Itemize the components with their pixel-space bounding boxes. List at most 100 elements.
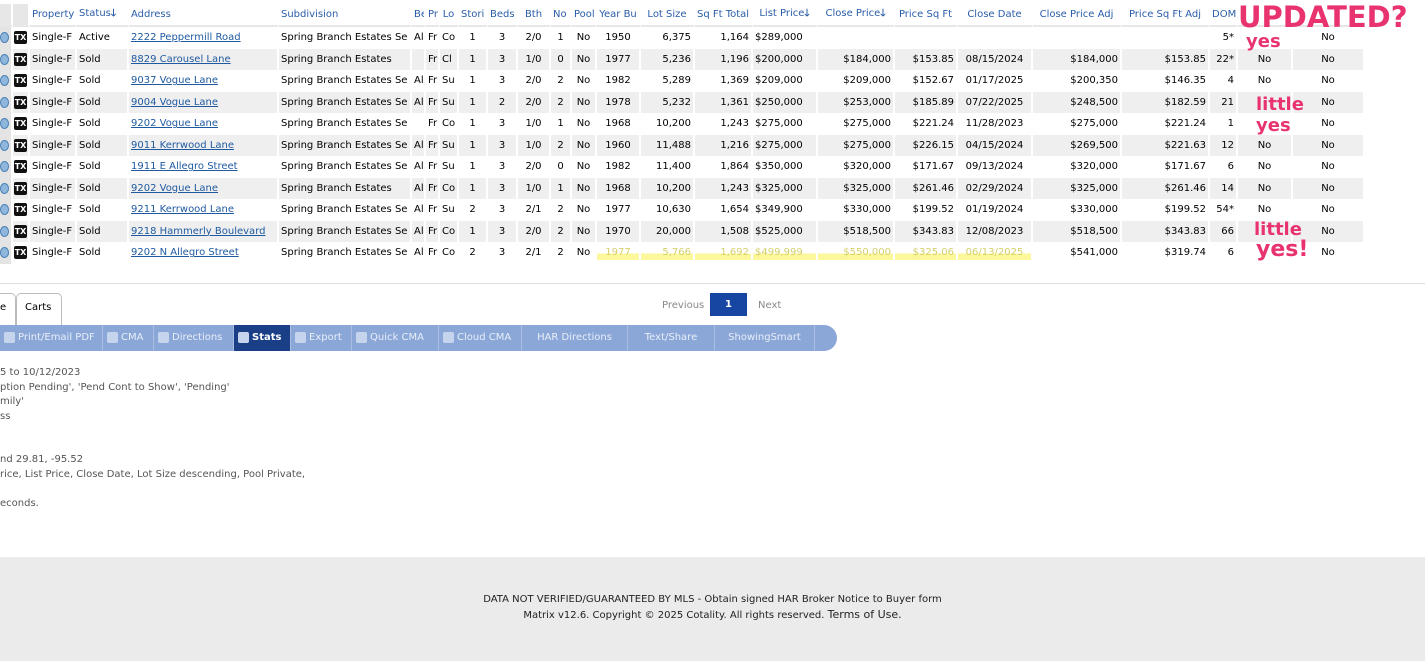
column-header[interactable]: Price Sq Ft Adj — [1122, 4, 1210, 27]
column-header[interactable]: Address — [129, 4, 279, 27]
column-header[interactable]: Price Sq Ft — [895, 4, 958, 27]
address-link[interactable]: 9218 Hammerly Boulevard — [131, 225, 266, 237]
row-select-cell[interactable] — [0, 91, 13, 113]
table-row[interactable]: TX Single-F Sold 9037 Vogue Lane Spring Bran… — [0, 70, 1365, 92]
row-select-cell[interactable] — [0, 48, 13, 70]
row-select-cell[interactable] — [0, 27, 13, 49]
cell-address[interactable]: 9004 Vogue Lane — [129, 91, 279, 113]
row-select-cell[interactable] — [0, 113, 13, 135]
listing-detail-icon[interactable] — [0, 96, 9, 108]
cell-address[interactable]: 9202 N Allegro Street — [129, 242, 279, 264]
toolbar-button[interactable]: CMA — [103, 325, 154, 351]
toolbar-button[interactable]: Export — [291, 325, 352, 351]
toolbar-button[interactable]: Stats — [234, 325, 291, 351]
address-link[interactable]: 9011 Kerrwood Lane — [131, 139, 235, 151]
next-page-link[interactable]: Next — [758, 300, 782, 311]
terms-of-use-link[interactable]: Terms of Use. — [827, 608, 902, 621]
cell-address[interactable]: 9037 Vogue Lane — [129, 70, 279, 92]
column-header[interactable]: Pr — [426, 4, 440, 27]
listing-detail-icon[interactable] — [0, 53, 9, 65]
address-link[interactable]: 9202 N Allegro Street — [131, 247, 239, 259]
column-header[interactable]: Sq Ft Total — [695, 4, 753, 27]
listing-detail-icon[interactable] — [0, 225, 9, 237]
table-row[interactable]: TX Single-F Sold 9004 Vogue Lane Spring Bran… — [0, 91, 1365, 113]
address-link[interactable]: 9004 Vogue Lane — [131, 96, 219, 108]
column-header[interactable] — [0, 4, 13, 27]
column-header[interactable]: Lo — [440, 4, 459, 27]
address-link[interactable]: 9211 Kerrwood Lane — [131, 204, 235, 216]
current-page[interactable]: 1 — [710, 293, 747, 316]
toolbar-button[interactable]: Print/Email PDF — [0, 325, 103, 351]
column-header[interactable]: Close Date — [958, 4, 1033, 27]
table-row[interactable]: TX Single-F Sold 1911 E Allegro Street Sprin… — [0, 156, 1365, 178]
listing-detail-icon[interactable] — [0, 182, 9, 194]
toolbar-button[interactable]: Directions — [154, 325, 234, 351]
address-link[interactable]: 2222 Peppermill Road — [131, 32, 241, 44]
sort-arrow-icon[interactable]: 🡓 — [110, 8, 117, 19]
cell-address[interactable]: 8829 Carousel Lane — [129, 48, 279, 70]
address-link[interactable]: 9202 Vogue Lane — [131, 118, 219, 130]
listing-detail-icon[interactable] — [0, 139, 9, 151]
tab-partial[interactable]: e — [0, 293, 16, 325]
tab-carts[interactable]: Carts — [16, 293, 62, 325]
listing-detail-icon[interactable] — [0, 204, 9, 215]
row-select-cell[interactable] — [0, 220, 13, 242]
column-header[interactable]: Lot Size — [641, 4, 695, 27]
row-select-cell[interactable] — [0, 70, 13, 92]
cell-address[interactable]: 9211 Kerrwood Lane — [129, 199, 279, 221]
table-row[interactable]: TX Single-F Sold 9202 Vogue Lane Spring Bran… — [0, 113, 1365, 135]
sort-arrow-icon[interactable]: 🡓 — [804, 8, 810, 19]
listing-detail-icon[interactable] — [0, 118, 9, 129]
toolbar-button[interactable]: ShowingSmart — [715, 325, 815, 351]
column-header[interactable]: Year Bu — [597, 4, 641, 27]
cell-address[interactable]: 9218 Hammerly Boulevard — [129, 220, 279, 242]
cell-address[interactable]: 9202 Vogue Lane — [129, 177, 279, 199]
table-row[interactable]: TX Single-F Sold 9202 N Allegro Street Sprin… — [0, 242, 1365, 264]
column-header[interactable]: Bth — [518, 4, 551, 27]
column-header[interactable]: List Price🡓 — [753, 4, 818, 27]
address-link[interactable]: 8829 Carousel Lane — [131, 53, 231, 65]
column-header[interactable]: Stori — [459, 4, 488, 27]
table-row[interactable]: TX Single-F Sold 9202 Vogue Lane Spring Bran… — [0, 177, 1365, 199]
table-row[interactable]: TX Single-F Sold 8829 Carousel Lane Spring B… — [0, 48, 1365, 70]
toolbar-button[interactable]: Quick CMA — [352, 325, 439, 351]
column-header[interactable]: Status🡓 — [77, 4, 129, 27]
table-row[interactable]: TX Single-F Sold 9011 Kerrwood Lane Spring B… — [0, 134, 1365, 156]
cell-address[interactable]: 2222 Peppermill Road — [129, 27, 279, 49]
listing-detail-icon[interactable] — [0, 161, 9, 172]
toolbar-button[interactable]: Text/Share — [628, 325, 715, 351]
table-row[interactable]: TX Single-F Active 2222 Peppermill Road Spri… — [0, 27, 1365, 49]
column-header[interactable]: No ( — [551, 4, 572, 27]
column-header[interactable] — [1238, 4, 1293, 27]
row-select-cell[interactable] — [0, 134, 13, 156]
previous-page-link[interactable]: Previous — [662, 300, 705, 311]
toolbar-button[interactable]: HAR Directions — [522, 325, 628, 351]
column-header[interactable] — [13, 4, 30, 27]
listing-detail-icon[interactable] — [0, 32, 9, 43]
cell-address[interactable]: 9202 Vogue Lane — [129, 113, 279, 135]
column-header[interactable]: Beds — [488, 4, 518, 27]
address-link[interactable]: 9037 Vogue Lane — [131, 75, 219, 87]
column-header[interactable]: Pool — [572, 4, 597, 27]
sort-arrow-icon[interactable]: 🡓 — [880, 8, 886, 19]
column-header[interactable]: Be — [412, 4, 426, 27]
listing-detail-icon[interactable] — [0, 75, 9, 86]
row-select-cell[interactable] — [0, 177, 13, 199]
address-link[interactable]: 1911 E Allegro Street — [131, 161, 238, 173]
row-select-cell[interactable] — [0, 156, 13, 178]
listing-detail-icon[interactable] — [0, 247, 9, 258]
column-header[interactable]: DOM — [1210, 4, 1238, 27]
column-header[interactable]: Subdivision — [279, 4, 412, 27]
column-header[interactable]: Property — [30, 4, 77, 27]
column-header[interactable]: Close Price🡓 — [818, 4, 895, 27]
cell-address[interactable]: 9011 Kerrwood Lane — [129, 134, 279, 156]
row-select-cell[interactable] — [0, 242, 13, 264]
row-select-cell[interactable] — [0, 199, 13, 221]
table-row[interactable]: TX Single-F Sold 9218 Hammerly Boulevard Spr… — [0, 220, 1365, 242]
column-header[interactable] — [1293, 4, 1365, 27]
table-row[interactable]: TX Single-F Sold 9211 Kerrwood Lane Spring B… — [0, 199, 1365, 221]
toolbar-button[interactable]: Cloud CMA — [439, 325, 522, 351]
cell-address[interactable]: 1911 E Allegro Street — [129, 156, 279, 178]
column-header[interactable]: Close Price Adj — [1033, 4, 1122, 27]
address-link[interactable]: 9202 Vogue Lane — [131, 182, 219, 194]
